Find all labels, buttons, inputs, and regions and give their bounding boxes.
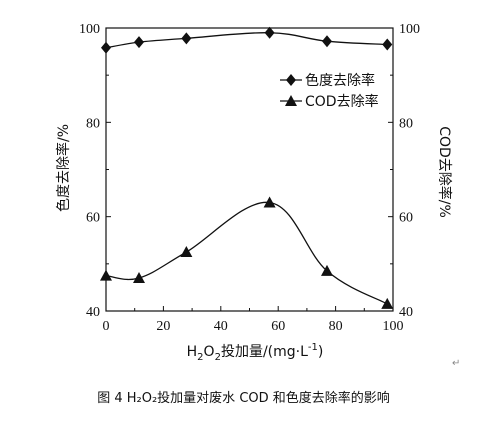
legend-marker-diamond [286,74,296,86]
data-point-diamond [134,36,145,49]
data-point-triangle [180,246,193,258]
y-right-tick-label: 100 [399,22,420,37]
legend: 色度去除率 COD去除率 [280,72,379,110]
data-point-diamond [321,35,332,48]
legend-label-color: 色度去除率 [305,72,375,89]
y-left-tick-label: 100 [79,22,100,37]
data-point-triangle [100,269,112,281]
y-left-tick-label: 80 [86,116,100,131]
paragraph-mark-icon: ↵ [452,358,461,369]
x-tick-label: 60 [271,319,285,334]
x-tick-label: 100 [383,319,404,334]
y-left-tick-label: 60 [86,211,100,226]
y-axis-title-left: 色度去除率/% [55,124,72,212]
series-line [105,32,388,49]
y-right-tick-label: 80 [399,116,413,131]
x-tick-label: 40 [214,319,228,334]
legend-marker-triangle [285,95,297,106]
x-tick-label: 80 [329,319,343,334]
y-right-tick-label: 60 [399,211,413,226]
x-tick-label: 0 [103,319,110,334]
data-point-triangle [263,196,276,208]
data-point-triangle [320,264,333,276]
data-point-diamond [101,41,111,54]
series [100,26,394,309]
tick-marks [105,27,394,312]
data-point-diamond [382,38,393,51]
y-left-tick-label: 40 [86,305,100,320]
series-line [105,201,388,305]
axes [105,27,394,312]
y-right-tick-label: 40 [399,305,413,320]
plot-frame [105,27,394,312]
y-axis-title-right: COD去除率/% [436,126,453,218]
data-point-triangle [133,271,146,283]
series-cod-removal [100,196,394,309]
x-tick-label: 20 [156,319,170,334]
legend-label-cod: COD去除率 [305,93,379,110]
series-color-removal [101,26,393,54]
figure-caption: 图 4 H₂O₂投加量对废水 COD 和色度去除率的影响 [97,391,390,406]
data-point-diamond [264,26,275,39]
data-point-diamond [181,32,192,45]
x-axis-title: H2O2投加量/(mg·L-1) [187,342,324,363]
data-point-triangle [381,297,394,309]
